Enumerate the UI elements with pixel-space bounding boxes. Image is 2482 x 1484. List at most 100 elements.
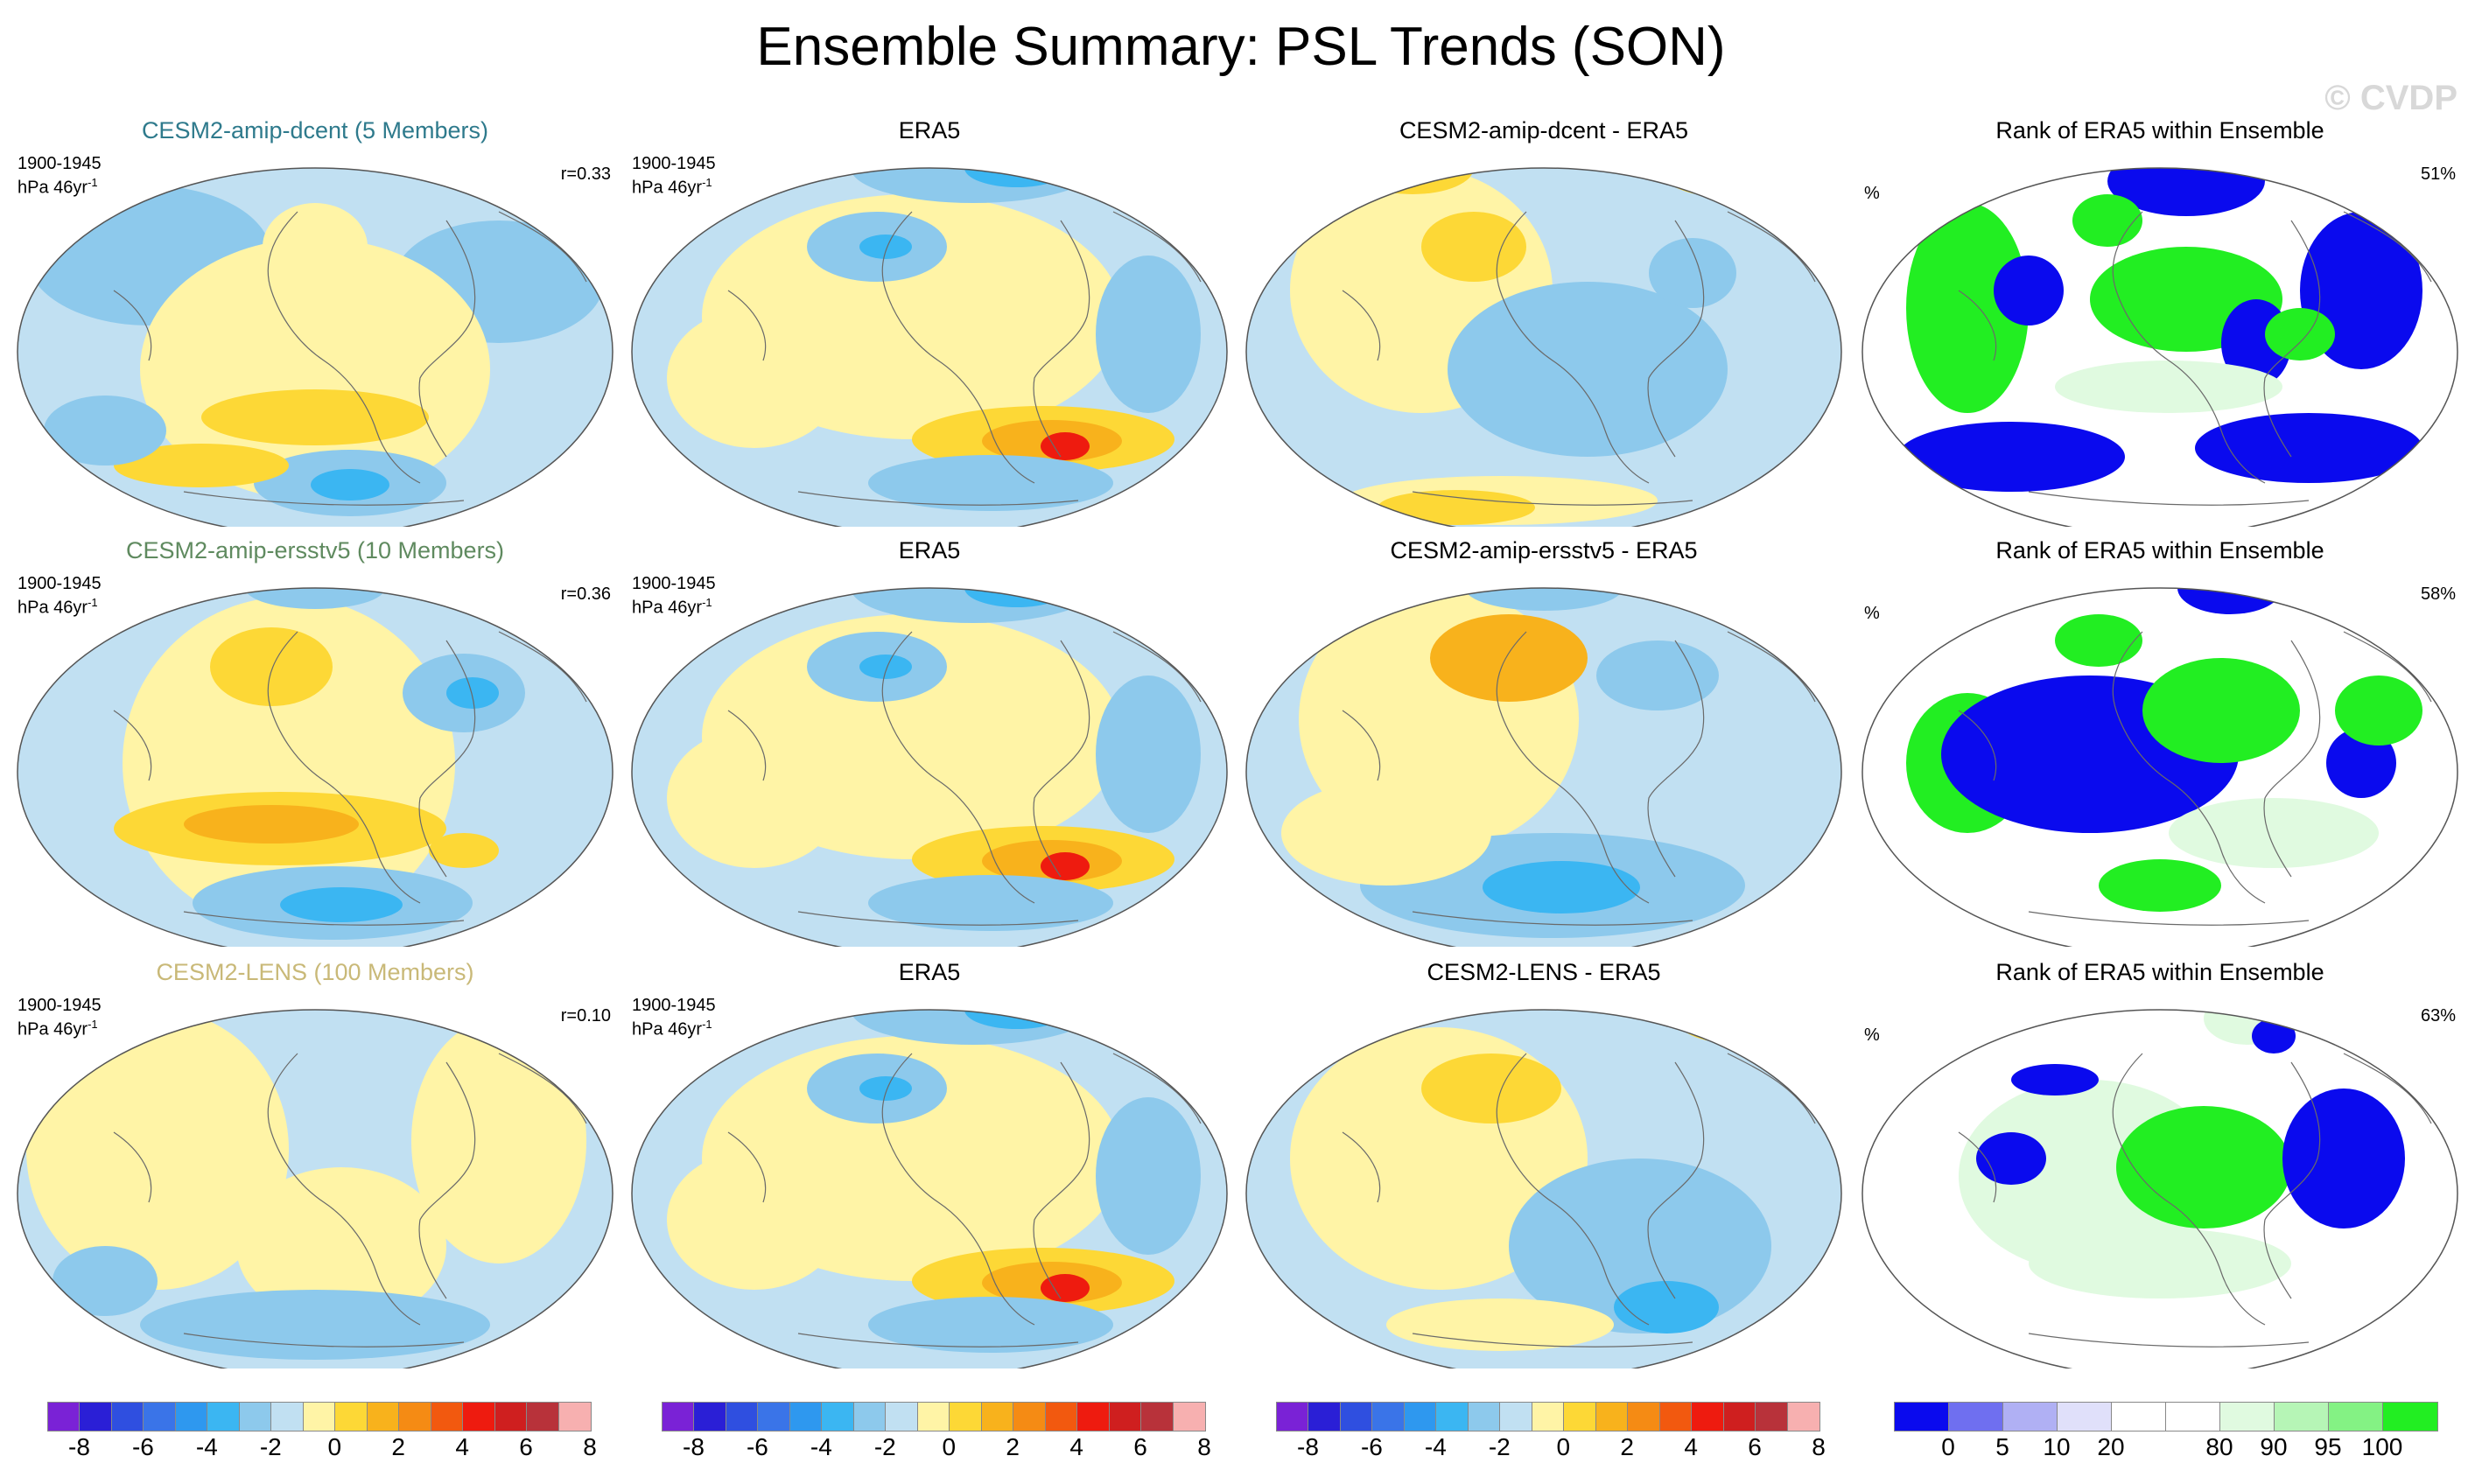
units-label: hPa 46yr-1 — [18, 173, 98, 198]
units-exponent: -1 — [702, 596, 712, 609]
coastline — [1958, 211, 2432, 506]
globe-outline — [17, 587, 613, 947]
main-title: Ensemble Summary: PSL Trends (SON) — [756, 17, 1726, 77]
map-anomaly-region — [868, 875, 1113, 931]
trend-colorbar-col3 — [1276, 1402, 1820, 1432]
colorbar-box — [2166, 1403, 2220, 1431]
colorbar-tick-label: 6 — [1133, 1433, 1147, 1460]
colorbar-tick-label: -6 — [746, 1433, 768, 1460]
panel-diff-row3: CESM2-LENS - ERA5 — [1237, 952, 1850, 1368]
panel-title: ERA5 — [898, 959, 961, 985]
globe-outline — [17, 1009, 613, 1368]
panel-title: Rank of ERA5 within Ensemble — [1995, 537, 2324, 564]
map-anomaly-region — [2142, 658, 2300, 763]
colorbar-box — [1500, 1403, 1532, 1431]
map-anomaly-region — [2169, 798, 2379, 868]
units-text: hPa 46yr — [632, 598, 703, 618]
colorbar-box — [1013, 1403, 1046, 1431]
colorbar-tick-label: 6 — [1748, 1433, 1762, 1460]
colorbar-box — [981, 1403, 1014, 1431]
coastline — [1342, 1053, 1816, 1348]
colorbar-box — [1045, 1403, 1078, 1431]
units-text: hPa 46yr — [18, 598, 88, 618]
colorbar-box — [694, 1403, 726, 1431]
map-anomaly-region — [1096, 676, 1201, 833]
panel-rank-row3: Rank of ERA5 within Ensemble 63%% — [1854, 952, 2466, 1368]
map-anomaly-region — [236, 1167, 446, 1325]
panel-obs-row2: ERA5 1900-1945 hPa 46yr-1 — [623, 530, 1236, 947]
globe-outline — [1245, 1009, 1842, 1368]
colorbar-box — [239, 1403, 272, 1431]
map-anomaly-region — [1994, 256, 2064, 326]
map-anomaly-region — [1041, 432, 1090, 460]
map-anomaly-region — [114, 444, 289, 487]
map-diff-row2 — [1245, 587, 1842, 947]
colorbar-box — [48, 1403, 81, 1431]
map-diff-row1 — [1245, 167, 1842, 527]
globe-outline — [631, 587, 1228, 947]
map-anomaly-region — [2099, 859, 2221, 912]
rank-tick-label: 80 — [2205, 1433, 2233, 1460]
rank-tick-label: 10 — [2043, 1433, 2071, 1460]
colorbar-tick-label: -8 — [68, 1433, 90, 1460]
colorbar-box — [494, 1403, 528, 1431]
map-anomaly-region — [411, 1018, 586, 1264]
colorbar-tick-label: 0 — [327, 1433, 342, 1460]
units-label: hPa 46yr-1 — [632, 173, 712, 198]
rank-unit-label: % — [1864, 604, 1880, 623]
map-anomaly-region — [1658, 168, 1815, 199]
map-anomaly-region — [964, 1010, 1069, 1029]
map-anomaly-region — [2055, 614, 2142, 667]
map-anomaly-region — [1041, 852, 1090, 880]
colorbar-box — [886, 1403, 918, 1431]
panel-obs-row1: ERA5 1900-1945 hPa 46yr-1 — [623, 110, 1236, 527]
trend-colorbar-ticks-col2: -8 -6 -4 -2 0 2 4 6 8 — [662, 1433, 1211, 1463]
panel-diff-row2: CESM2-amip-ersstv5 - ERA5 — [1237, 530, 1850, 947]
panel-title: ERA5 — [898, 537, 961, 564]
colorbar-tick-label: 8 — [1812, 1433, 1826, 1460]
colorbar-box — [1532, 1403, 1565, 1431]
map-anomaly-region — [1421, 212, 1526, 282]
coastline — [1958, 631, 2432, 926]
map-anomaly-region — [53, 1246, 158, 1316]
correlation-label: r=0.36 — [560, 584, 611, 604]
colorbar-box — [2275, 1403, 2329, 1431]
map-rank-row3 — [1862, 1009, 2458, 1368]
map-anomaly-region — [263, 203, 368, 290]
colorbar-box — [1787, 1403, 1819, 1431]
colorbar-box — [2003, 1403, 2058, 1431]
colorbar-box — [822, 1403, 854, 1431]
colorbar-box — [1308, 1403, 1341, 1431]
period-label: 1900-1945 — [632, 996, 716, 1015]
trend-colorbar-ticks-col3: -8 -6 -4 -2 0 2 4 6 8 — [1276, 1433, 1826, 1463]
colorbar-box — [1277, 1403, 1309, 1431]
panel-rank-row1: Rank of ERA5 within Ensemble 51%% — [1854, 110, 2466, 527]
map-anomaly-region — [1693, 588, 1833, 614]
colorbar-box — [1756, 1403, 1788, 1431]
colorbar-box — [527, 1403, 559, 1431]
panel-title: CESM2-amip-dcent - ERA5 — [1399, 117, 1689, 144]
colorbar-box — [207, 1403, 240, 1431]
map-anomaly-region — [201, 389, 429, 445]
map-anomaly-region — [44, 396, 166, 466]
panel-rank-row2: Rank of ERA5 within Ensemble 58%% — [1854, 530, 2466, 947]
panel-title: ERA5 — [898, 117, 961, 144]
map-anomaly-region — [859, 234, 912, 259]
coastline — [727, 631, 1202, 926]
map-diff-row3 — [1245, 1009, 1842, 1368]
colorbar-box — [111, 1403, 144, 1431]
map-anomaly-region — [868, 1297, 1113, 1353]
map-anomaly-region — [1976, 1132, 2046, 1185]
colorbar-box — [758, 1403, 790, 1431]
map-anomaly-region — [1430, 614, 1588, 702]
map-anomaly-region — [868, 455, 1113, 511]
units-label: hPa 46yr-1 — [632, 593, 712, 618]
map-anomaly-region — [1281, 780, 1491, 886]
colorbar-box — [1141, 1403, 1174, 1431]
map-anomaly-region — [1509, 1158, 1771, 1334]
colorbar-box — [1564, 1403, 1596, 1431]
coastline — [113, 631, 587, 926]
colorbar-box — [663, 1403, 695, 1431]
rank-tick-label: 5 — [1995, 1433, 2009, 1460]
map-anomaly-region — [2265, 308, 2335, 360]
